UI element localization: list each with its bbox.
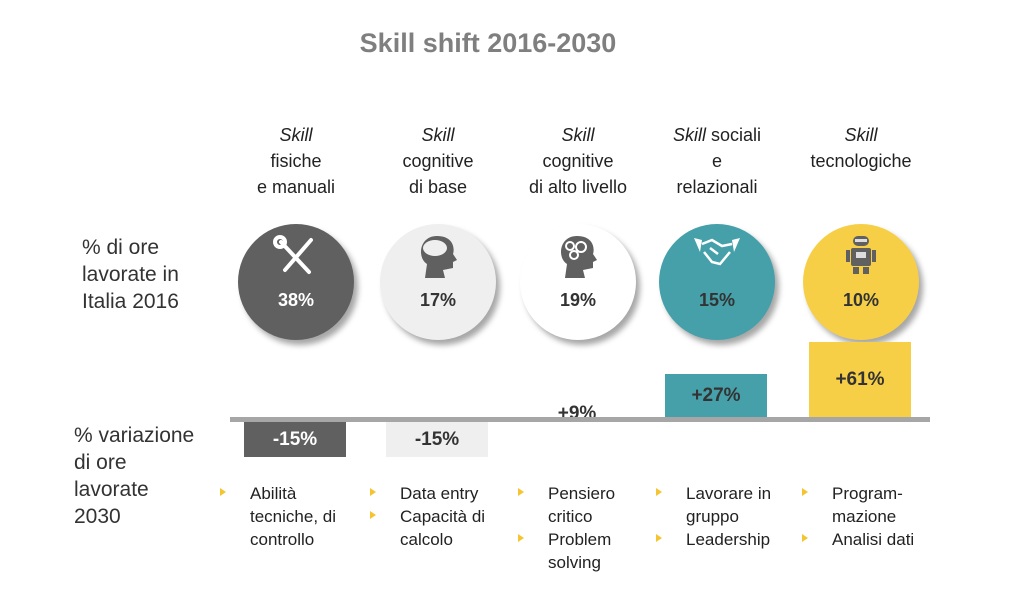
share-value: 10% <box>842 290 880 310</box>
bullet-triangle-icon <box>370 511 376 519</box>
examples-list: Data entry Capacità di calcolo <box>370 482 485 551</box>
share-value: 19% <box>559 290 597 310</box>
bullet-triangle-icon <box>802 488 808 496</box>
change-value: -15% <box>414 428 460 450</box>
heading-inline: sociali <box>705 125 762 145</box>
chart-title: Skill shift 2016-2030 <box>359 28 617 58</box>
column-heading: Skill tecnologiche <box>786 122 936 174</box>
row-label-2016: % di ore lavorate in Italia 2016 <box>82 234 179 315</box>
list-item-line: Lavorare in <box>686 484 772 503</box>
bullet-triangle-icon <box>656 534 662 542</box>
list-item: Abilità tecniche, di controllo <box>220 482 336 551</box>
list-item-line: Capacità di <box>400 507 486 526</box>
heading-italic: Skill <box>844 125 878 145</box>
list-item: Lavorare in gruppo <box>656 482 771 528</box>
column-heading: Skill fisiche e manuali <box>221 122 371 200</box>
share-value: 38% <box>277 290 315 310</box>
column-heading: Skill cognitive di alto livello <box>503 122 653 200</box>
list-item: Pensiero critico <box>518 482 615 528</box>
change-bar: +9% <box>526 402 628 424</box>
heading-line: e <box>711 151 722 171</box>
share-value: 17% <box>419 290 457 310</box>
change-bar: +27% <box>665 374 767 417</box>
list-item-line: critico <box>548 507 593 526</box>
column-heading: Skill cognitive di base <box>363 122 513 200</box>
examples-list: Abilità tecniche, di controllo <box>220 482 336 551</box>
bullet-triangle-icon <box>370 488 376 496</box>
list-item-line: controllo <box>250 530 315 549</box>
column-heading: Skill sociali e relazionali <box>642 122 792 200</box>
change-bar: +61% <box>809 342 911 417</box>
label-line: Italia 2016 <box>82 290 179 313</box>
share-circle: 10% <box>803 224 919 340</box>
heading-line: relazionali <box>676 177 758 197</box>
share-circle: 15% <box>659 224 775 340</box>
list-item-line: Leadership <box>686 530 771 549</box>
change-bar: -15% <box>244 422 346 457</box>
change-value: +61% <box>835 368 885 390</box>
list-item: Capacità di calcolo <box>370 505 485 551</box>
label-line: 2030 <box>74 505 121 528</box>
heading-line: Skill <box>363 122 513 148</box>
zero-baseline <box>230 417 930 422</box>
heading-italic: Skill <box>279 125 313 145</box>
heading-italic: Skill <box>672 125 706 145</box>
examples-list: Pensiero critico Problem solving <box>518 482 615 574</box>
change-bar: -15% <box>386 422 488 457</box>
change-value: +27% <box>691 384 741 406</box>
list-item-line: Pensiero <box>548 484 616 503</box>
bullet-triangle-icon <box>518 488 524 496</box>
label-line: % variazione <box>74 424 195 447</box>
bullet-triangle-icon <box>220 488 226 496</box>
list-item-line: calcolo <box>400 530 453 549</box>
share-circle: 38% <box>238 224 354 340</box>
label-line: lavorate in <box>82 263 179 286</box>
list-item-line: Abilità <box>250 484 297 503</box>
list-item: Data entry <box>370 482 485 505</box>
examples-list: Program-mazione Analisi dati <box>802 482 914 551</box>
heading-line: Skill <box>786 122 936 148</box>
list-item-line: Program- <box>832 484 903 503</box>
heading-line: Skill <box>221 122 371 148</box>
heading-line: fisiche <box>270 151 322 171</box>
heading-line: Skill sociali <box>642 122 792 148</box>
heading-line: Skill <box>503 122 653 148</box>
label-line: % di ore <box>82 236 160 259</box>
heading-line: cognitive <box>542 151 614 171</box>
examples-list: Lavorare in gruppo Leadership <box>656 482 771 551</box>
bullet-triangle-icon <box>518 534 524 542</box>
label-line: di ore <box>74 451 127 474</box>
share-value: 15% <box>698 290 736 310</box>
change-value: -15% <box>272 428 318 450</box>
bullet-triangle-icon <box>656 488 662 496</box>
list-item: Analisi dati <box>802 528 914 551</box>
list-item-line: Analisi dati <box>832 530 915 549</box>
list-item-line: solving <box>548 553 601 572</box>
heading-line: tecnologiche <box>810 151 912 171</box>
heading-italic: Skill <box>421 125 455 145</box>
label-line: lavorate <box>74 478 149 501</box>
heading-line: di alto livello <box>528 177 628 197</box>
heading-italic: Skill <box>561 125 595 145</box>
share-circle: 19% <box>520 224 636 340</box>
share-circle: 17% <box>380 224 496 340</box>
bullet-triangle-icon <box>802 534 808 542</box>
list-item: Problem solving <box>518 528 615 574</box>
list-item-line: mazione <box>832 507 897 526</box>
list-item: Leadership <box>656 528 771 551</box>
heading-line: cognitive <box>402 151 474 171</box>
list-item-line: tecniche, di <box>250 507 336 526</box>
list-item-line: Data entry <box>400 484 479 503</box>
row-label-2030: % variazione di ore lavorate 2030 <box>74 422 194 530</box>
list-item-line: Problem <box>548 530 612 549</box>
heading-line: e manuali <box>256 177 336 197</box>
list-item: Program-mazione <box>802 482 914 528</box>
list-item-line: gruppo <box>686 507 739 526</box>
heading-line: di base <box>408 177 468 197</box>
